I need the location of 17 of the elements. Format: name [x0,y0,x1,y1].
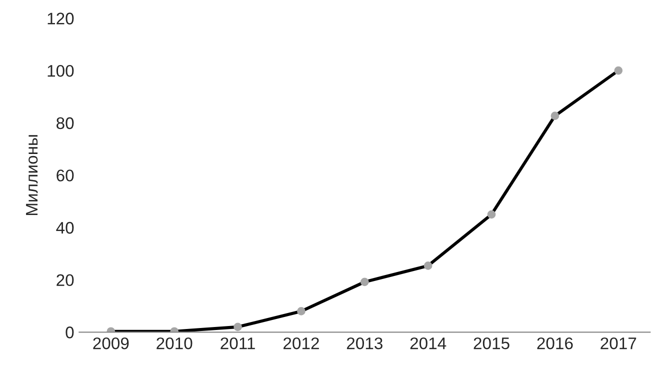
y-tick-label: 0 [66,326,74,338]
x-tick-label: 2015 [474,337,510,350]
x-tick-label: 2016 [537,337,573,350]
y-tick-label: 60 [56,170,74,182]
x-tick-label: 2014 [410,337,446,350]
x-tick-label: 2012 [284,337,319,350]
x-tick-label: 2017 [600,337,636,350]
x-tick-label: 2009 [93,337,129,350]
x-tick-label: 2010 [156,337,192,350]
y-tick-label: 100 [48,64,74,77]
x-tick-label: 2011 [220,337,255,350]
y-tick-label: 20 [56,274,74,286]
y-tick-label: 80 [56,117,74,130]
y-tick-label: 120 [48,12,74,24]
y-axis-title: Миллионы [26,135,38,216]
y-tick-label: 40 [56,222,74,234]
x-tick-label: 2013 [346,337,382,350]
